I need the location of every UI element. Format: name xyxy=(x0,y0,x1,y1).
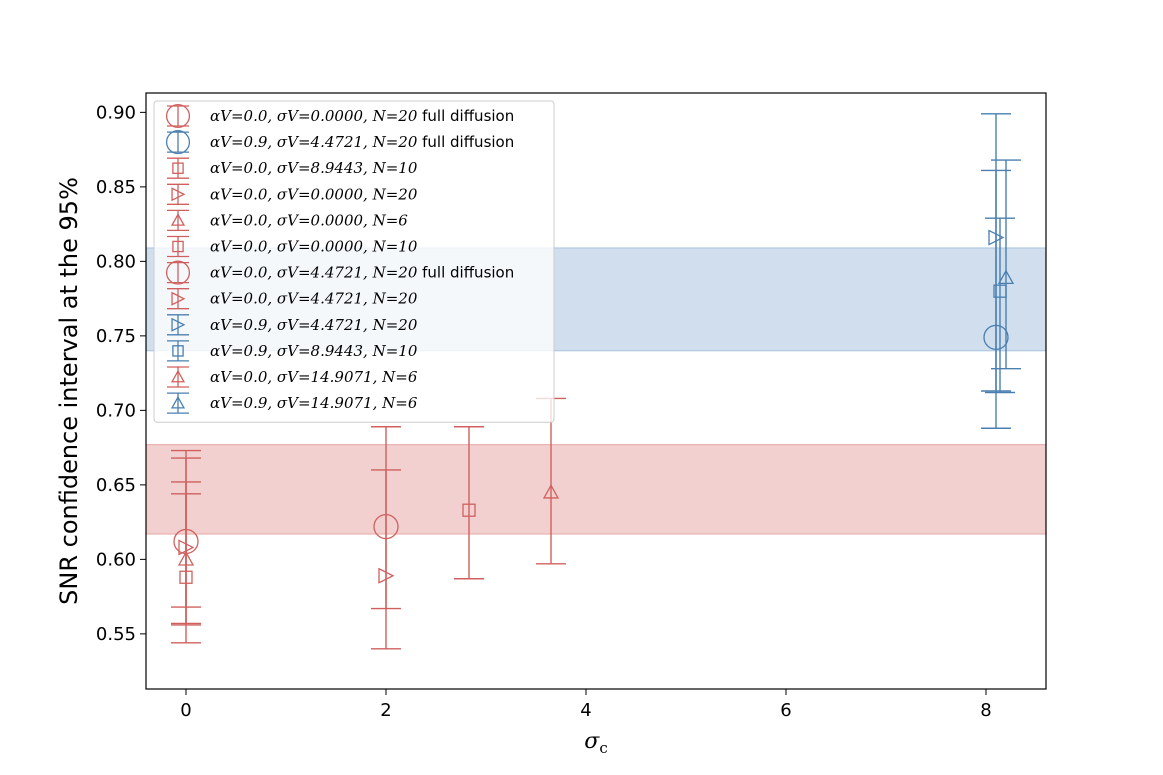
data-point xyxy=(542,483,560,499)
legend-label: αV=0.0, σV=4.4721, N=20 xyxy=(210,290,418,308)
band-red xyxy=(145,444,1047,535)
legend-label: αV=0.9, σV=8.9443, N=10 xyxy=(210,342,418,360)
x-tick-label: 0 xyxy=(180,700,191,721)
legend-entry: αV=0.0, σV=4.4721, N=20 full diffusion xyxy=(165,260,514,285)
legend-label-math: αV=0.9, σV=4.4721, N=20 xyxy=(210,316,418,334)
legend-marker xyxy=(165,103,191,129)
legend: αV=0.0, σV=0.0000, N=20 full diffusionαV… xyxy=(153,100,555,423)
series-11 xyxy=(991,159,1021,370)
series-2 xyxy=(454,426,484,580)
y-tick-label: 0.75 xyxy=(96,326,136,347)
legend-entry: αV=0.9, σV=4.4721, N=20 xyxy=(167,314,418,336)
legend-label: αV=0.0, σV=14.9071, N=6 xyxy=(210,368,418,386)
series-8 xyxy=(981,169,1011,392)
y-tick-label: 0.55 xyxy=(96,624,136,645)
legend-marker xyxy=(165,130,191,155)
legend-marker xyxy=(172,345,184,357)
legend-label-extra: full diffusion xyxy=(417,264,514,282)
legend-label-extra: full diffusion xyxy=(417,107,514,125)
legend-entry: αV=0.0, σV=14.9071, N=6 xyxy=(167,366,418,388)
x-axis-label: σc xyxy=(584,729,607,757)
legend-entry: αV=0.0, σV=0.0000, N=20 full diffusion xyxy=(165,103,514,129)
legend-marker xyxy=(172,240,184,253)
legend-label: αV=0.0, σV=0.0000, N=6 xyxy=(210,211,408,229)
legend-label: αV=0.0, σV=8.9443, N=10 xyxy=(210,159,418,177)
legend-label: αV=0.0, σV=4.4721, N=20 full diffusion xyxy=(210,264,514,282)
legend-label-math: αV=0.9, σV=14.9071, N=6 xyxy=(210,394,418,412)
plot-frame xyxy=(145,92,1047,690)
legend-label-math: αV=0.0, σV=0.0000, N=10 xyxy=(210,238,418,256)
data-point xyxy=(462,503,476,517)
legend-entry: αV=0.0, σV=0.0000, N=20 xyxy=(167,183,418,205)
legend-label-math: αV=0.0, σV=0.0000, N=20 xyxy=(210,107,418,125)
legend-marker xyxy=(170,369,186,383)
data-point xyxy=(179,570,193,584)
legend-box xyxy=(153,100,555,423)
legend-entry: αV=0.9, σV=14.9071, N=6 xyxy=(167,392,418,414)
legend-label-math: αV=0.9, σV=8.9443, N=10 xyxy=(210,342,418,360)
legend-marker xyxy=(171,187,186,202)
legend-label: αV=0.9, σV=14.9071, N=6 xyxy=(210,394,418,412)
legend-marker xyxy=(170,395,186,409)
legend-marker xyxy=(171,291,186,306)
legend-label-math: αV=0.0, σV=8.9443, N=10 xyxy=(210,159,418,177)
legend-entry: αV=0.0, σV=8.9443, N=10 xyxy=(167,157,418,179)
legend-marker xyxy=(165,260,191,285)
legend-label: αV=0.0, σV=0.0000, N=10 xyxy=(210,238,418,256)
data-point xyxy=(378,567,395,584)
marks-layer xyxy=(171,113,1021,650)
legend-entry: αV=0.0, σV=4.4721, N=20 xyxy=(167,288,418,310)
x-tick-label: 2 xyxy=(380,700,391,721)
legend-label: αV=0.9, σV=4.4721, N=20 xyxy=(210,316,418,334)
legend-label: αV=0.0, σV=0.0000, N=20 full diffusion xyxy=(210,107,514,125)
series-7 xyxy=(371,469,401,610)
legend-label-extra: full diffusion xyxy=(417,133,514,151)
legend-marker xyxy=(170,213,186,226)
data-point xyxy=(988,229,1005,246)
y-tick-label: 0.60 xyxy=(96,549,136,570)
data-point xyxy=(997,269,1015,285)
y-tick-label: 0.65 xyxy=(96,475,136,496)
y-tick-label: 0.85 xyxy=(96,177,136,198)
legend-label-math: αV=0.0, σV=4.4721, N=20 xyxy=(210,290,418,308)
y-tick-label: 0.90 xyxy=(96,102,136,123)
y-tick-label: 0.70 xyxy=(96,400,136,421)
legend-label-math: αV=0.9, σV=4.4721, N=20 xyxy=(210,133,418,151)
legend-label-math: αV=0.0, σV=0.0000, N=6 xyxy=(210,211,408,229)
legend-label: αV=0.0, σV=0.0000, N=20 xyxy=(210,185,418,203)
series-9 xyxy=(985,217,1015,394)
legend-marker xyxy=(171,317,186,332)
legend-label: αV=0.9, σV=4.4721, N=20 full diffusion xyxy=(210,133,514,151)
legend-entry: αV=0.0, σV=0.0000, N=6 xyxy=(167,209,408,232)
series-5 xyxy=(171,493,201,608)
legend-entry: αV=0.0, σV=0.0000, N=10 xyxy=(167,235,418,258)
y-axis-label: SNR confidence interval at the 95% xyxy=(55,177,83,605)
y-tick-label: 0.80 xyxy=(96,251,136,272)
legend-label-math: αV=0.0, σV=0.0000, N=20 xyxy=(210,185,418,203)
x-tick-label: 4 xyxy=(580,700,591,721)
ticks-layer: 0 2 4 6 8 0.55 0.60 0.65 0.70 0.75 0.80 0.85 0.90 xyxy=(96,102,992,721)
legend-entry: αV=0.9, σV=8.9443, N=10 xyxy=(167,340,418,362)
legend-entry: αV=0.9, σV=4.4721, N=20 full diffusion xyxy=(165,130,514,155)
legend-marker xyxy=(172,162,184,174)
x-tick-label: 6 xyxy=(780,700,791,721)
legend-label-math: αV=0.0, σV=14.9071, N=6 xyxy=(210,368,418,386)
x-tick-label: 8 xyxy=(980,700,991,721)
legend-label-math: αV=0.0, σV=4.4721, N=20 xyxy=(210,264,418,282)
